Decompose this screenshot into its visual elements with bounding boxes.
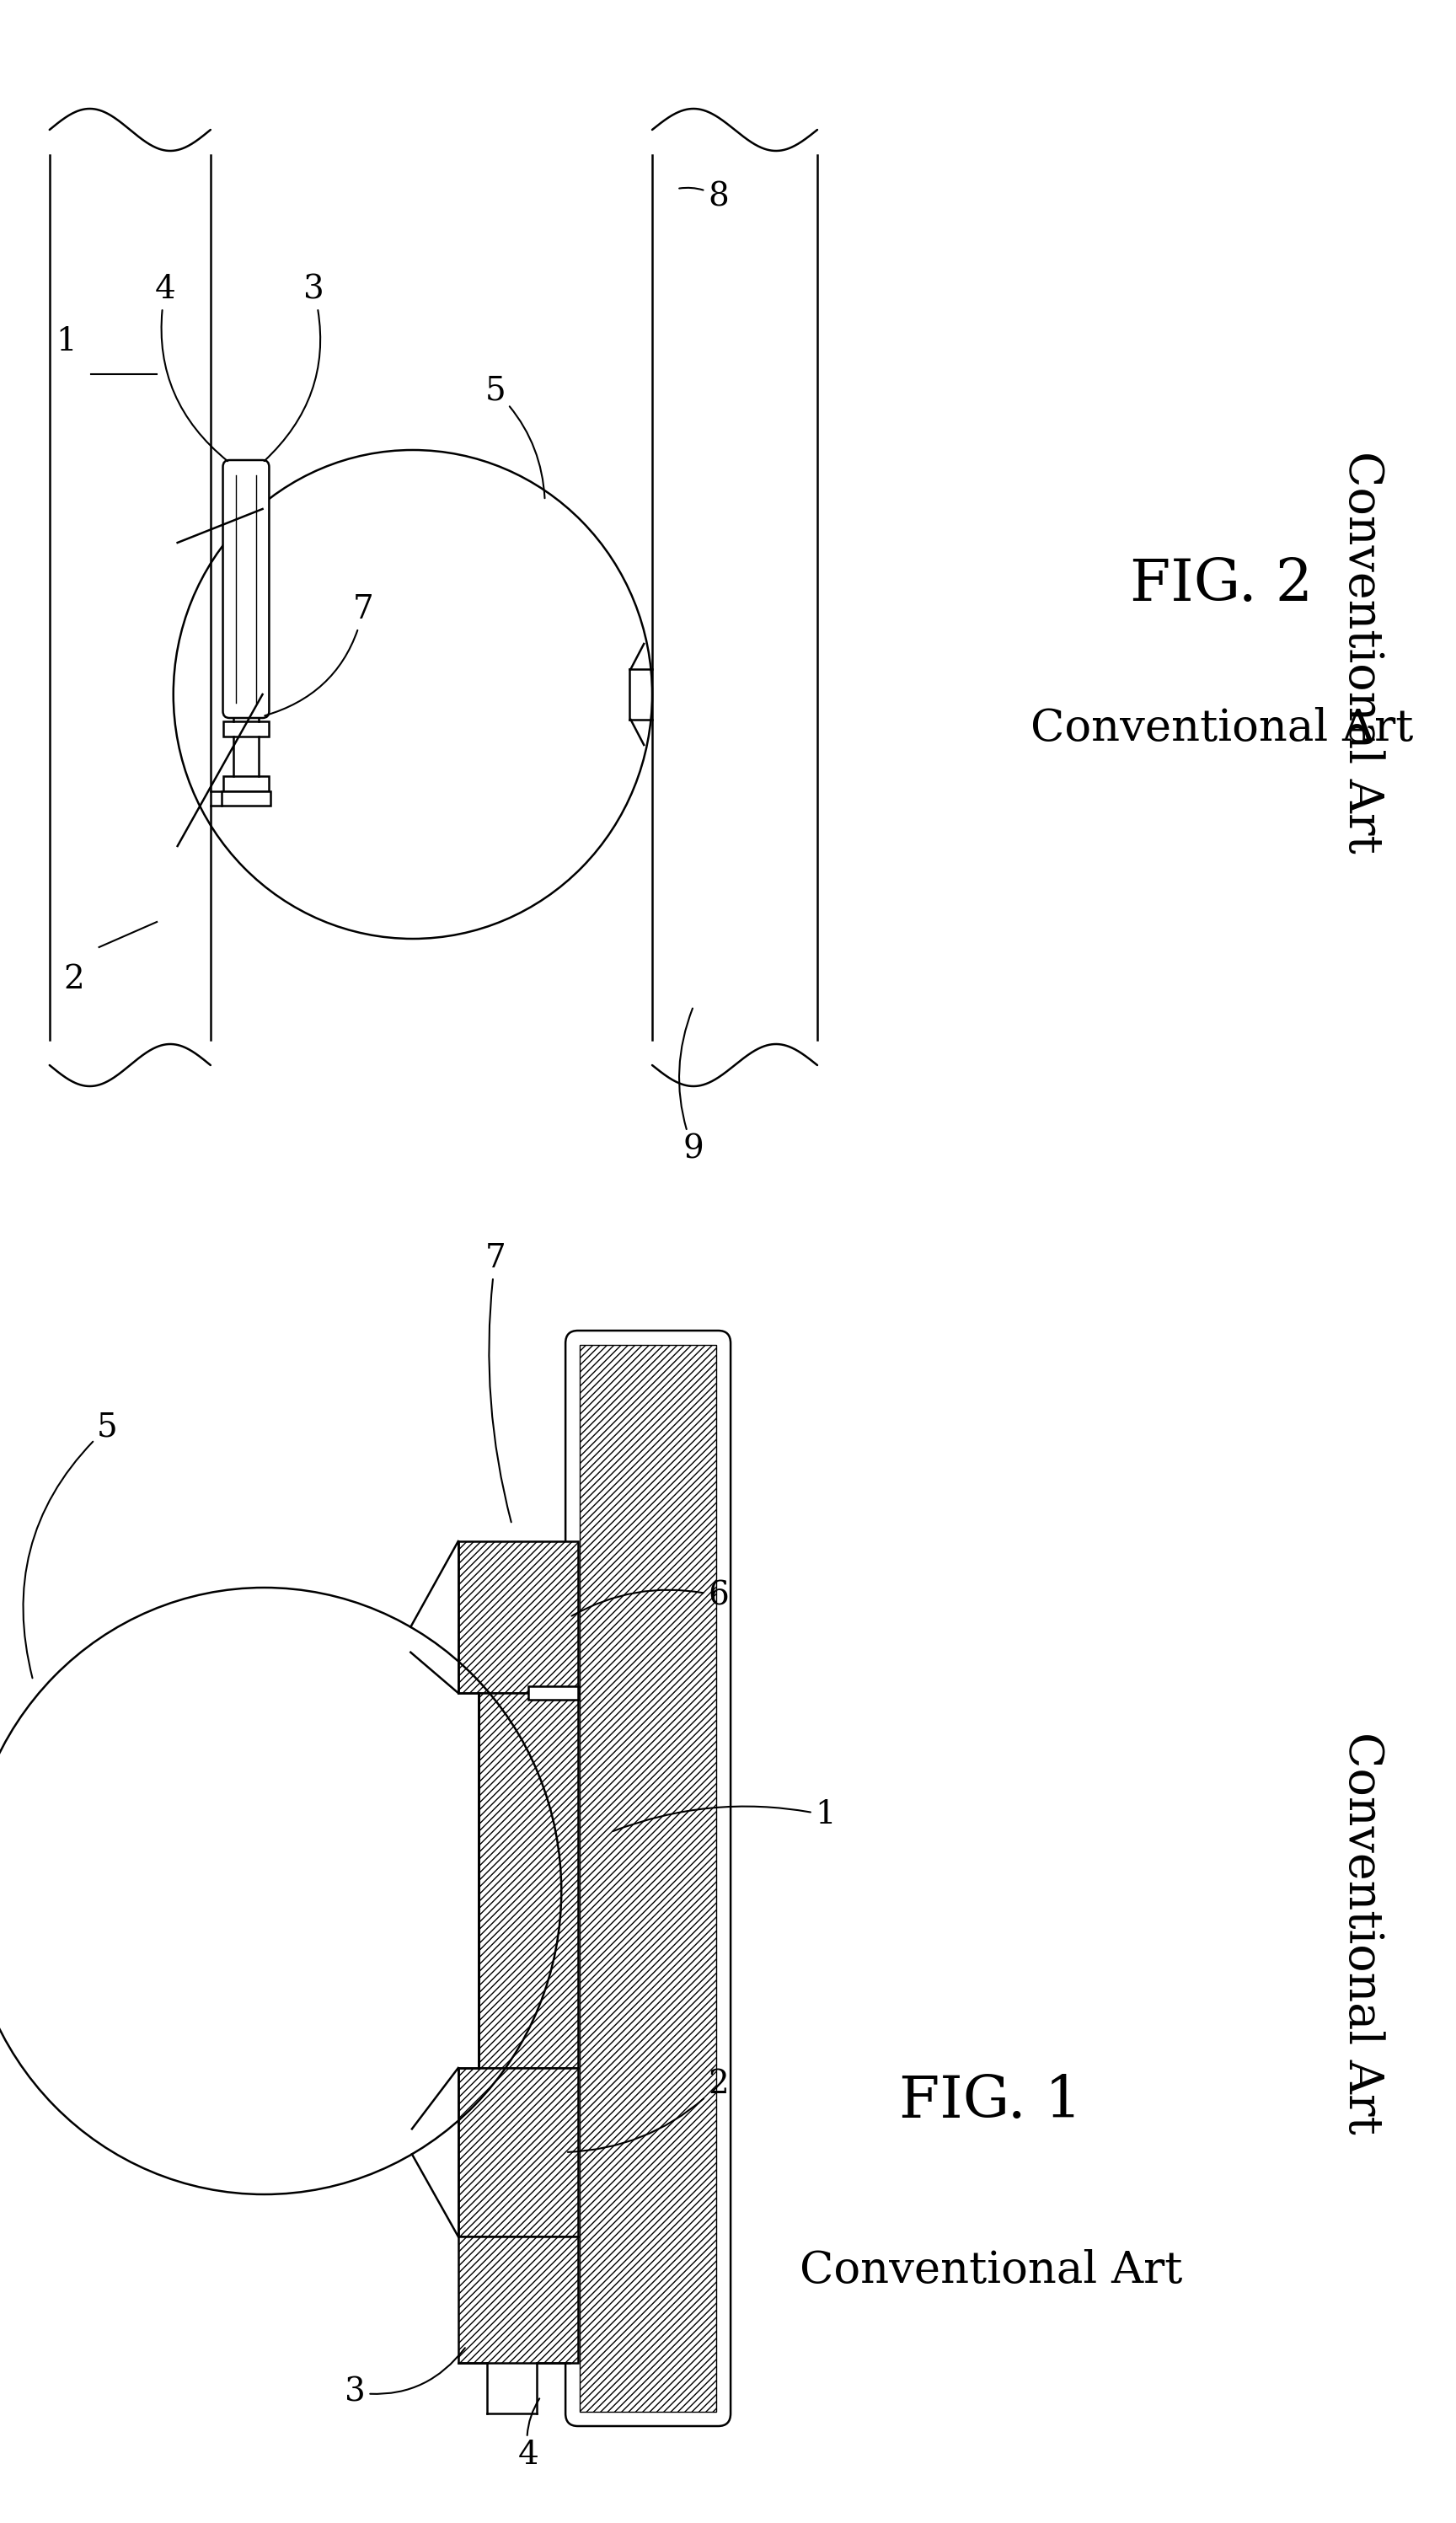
Bar: [459, 2235, 578, 2364]
Text: 7: 7: [265, 595, 374, 717]
Text: Conventional Art: Conventional Art: [1340, 1731, 1385, 2134]
Text: 1: 1: [613, 1799, 836, 1832]
Text: Conventional Art: Conventional Art: [1031, 706, 1414, 749]
Text: Conventional Art: Conventional Art: [799, 2248, 1182, 2291]
Text: 2: 2: [568, 2069, 728, 2152]
Text: 8: 8: [680, 182, 728, 212]
Text: 3: 3: [264, 275, 325, 462]
Bar: [579, 1345, 716, 2412]
Bar: [529, 1685, 578, 1701]
Text: 1: 1: [55, 325, 76, 358]
FancyBboxPatch shape: [223, 459, 269, 719]
Bar: [223, 777, 269, 792]
Text: 4: 4: [154, 275, 227, 462]
Text: Conventional Art: Conventional Art: [1340, 452, 1385, 853]
Text: 6: 6: [572, 1579, 728, 1615]
Text: 3: 3: [345, 2349, 464, 2407]
Bar: [221, 792, 271, 805]
Bar: [479, 1693, 578, 2069]
Text: 2: 2: [64, 964, 84, 994]
Text: 5: 5: [485, 376, 545, 497]
Bar: [459, 2069, 578, 2235]
Text: 5: 5: [23, 1413, 118, 1678]
Bar: [223, 722, 269, 737]
Bar: [459, 1542, 578, 1693]
FancyBboxPatch shape: [565, 1330, 731, 2427]
Text: 4: 4: [518, 2399, 540, 2470]
Text: FIG. 1: FIG. 1: [900, 2074, 1082, 2129]
Text: FIG. 2: FIG. 2: [1130, 558, 1313, 613]
Text: 9: 9: [678, 1009, 703, 1166]
Text: 7: 7: [485, 1244, 511, 1521]
